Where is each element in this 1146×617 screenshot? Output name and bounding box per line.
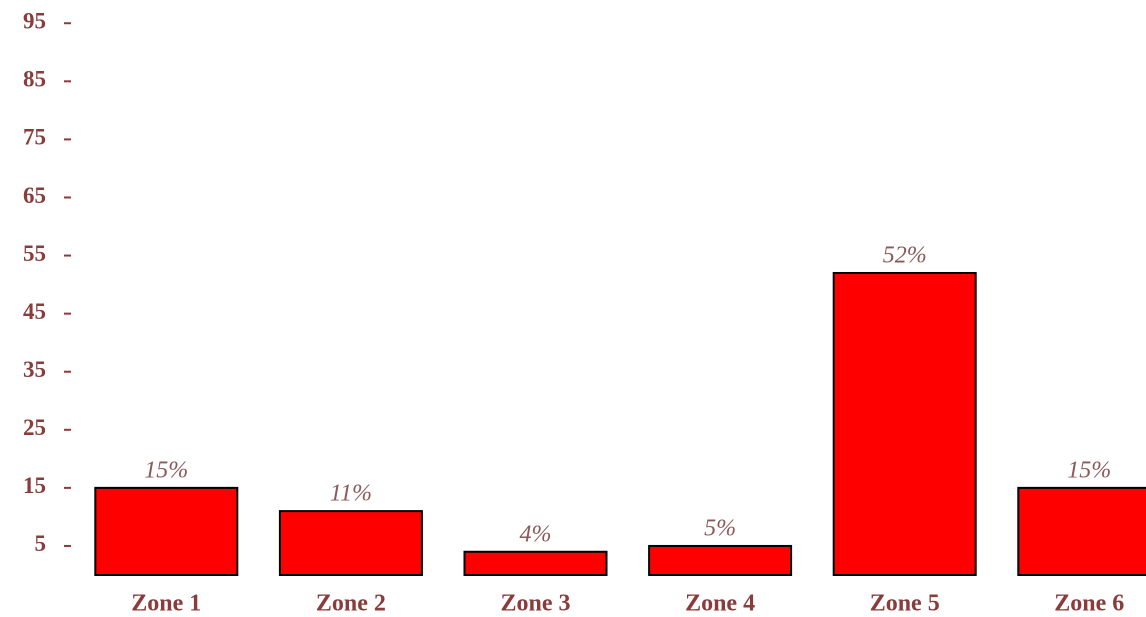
y-tick-label: 25 — [23, 415, 46, 440]
bar — [832, 271, 977, 576]
y-tick-label: 95 — [23, 9, 46, 34]
y-tick-label: 65 — [23, 183, 46, 208]
y-tick-label: 5 — [35, 531, 47, 556]
bar — [463, 550, 608, 577]
x-tick-label: Zone 2 — [316, 591, 386, 617]
bar — [1017, 486, 1146, 576]
bar — [648, 544, 793, 576]
x-tick-label: Zone 1 — [131, 591, 201, 617]
x-tick-label: Zone 4 — [685, 591, 755, 617]
x-tick-label: Zone 6 — [1054, 591, 1124, 617]
value-label: 15% — [1067, 457, 1111, 483]
value-label: 4% — [520, 521, 552, 547]
value-label: 15% — [144, 457, 188, 483]
value-label: 5% — [704, 515, 736, 541]
y-tick-label: 75 — [23, 125, 46, 150]
y-tick-label: 45 — [23, 299, 46, 324]
value-label: 52% — [883, 242, 927, 268]
bar — [278, 510, 423, 577]
x-tick-label: Zone 3 — [500, 591, 570, 617]
y-tick-label: 85 — [23, 67, 46, 92]
y-tick-label: 15 — [23, 473, 46, 498]
y-tick-label: 55 — [23, 241, 46, 266]
bar — [94, 486, 239, 576]
value-label: 11% — [330, 481, 372, 507]
x-tick-label: Zone 5 — [870, 591, 940, 617]
y-tick-label: 35 — [23, 357, 46, 382]
